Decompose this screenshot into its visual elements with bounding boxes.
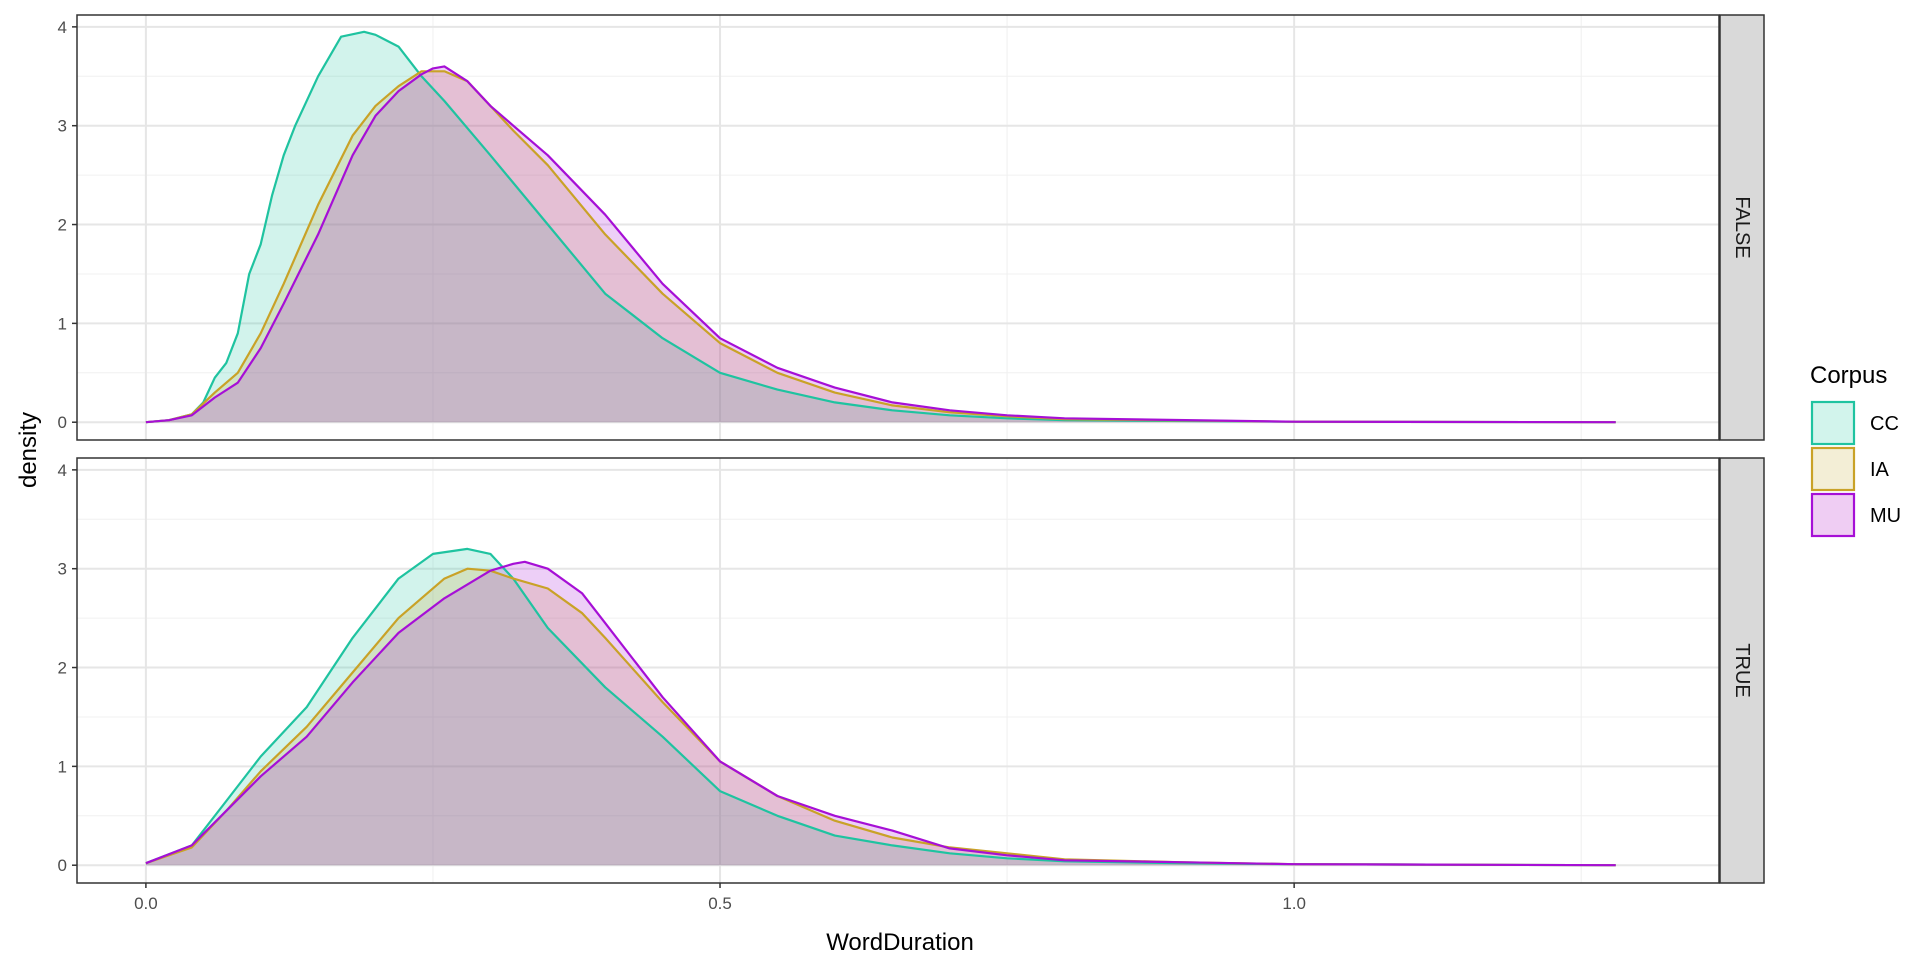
- y-tick-label: 4: [58, 461, 67, 480]
- density-line-mu: [145, 560, 1616, 867]
- legend-item-cc: CC: [1810, 400, 1899, 446]
- y-tick-label: 2: [58, 659, 67, 678]
- x-tick-label: 0.0: [134, 894, 158, 913]
- y-tick-label: 3: [58, 117, 67, 136]
- facet-strip-background: [1719, 457, 1765, 884]
- legend-item-mu: MU: [1810, 492, 1901, 538]
- density-line-cc: [145, 547, 1616, 867]
- legend-key: [1810, 492, 1856, 538]
- legend-key: [1810, 400, 1856, 446]
- y-tick-label: 4: [58, 18, 67, 37]
- density-area-ia: [145, 568, 1616, 866]
- density-area-mu: [145, 66, 1616, 423]
- density-line-cc: [145, 30, 1616, 424]
- legend-label: CC: [1870, 413, 1899, 435]
- y-tick-label: 1: [58, 757, 67, 776]
- y-tick-label: 1: [58, 314, 67, 333]
- legend: Corpus CC IA MU: [1810, 362, 1901, 538]
- x-tick-label: 0.5: [708, 894, 732, 913]
- panel-background: [77, 15, 1719, 440]
- panel-background: [77, 458, 1719, 883]
- density-line-mu: [145, 65, 1616, 424]
- grid: [77, 15, 1719, 440]
- legend-title: Corpus: [1810, 362, 1887, 389]
- panel-false: 0 1 2 3 4 FALSE: [58, 14, 1765, 441]
- legend-label: MU: [1870, 505, 1901, 527]
- density-area-cc: [145, 31, 1616, 423]
- y-axis-title: density: [15, 412, 42, 488]
- facet-strip-label: TRUE: [1731, 643, 1753, 697]
- panels-layer: 0 1 2 3 4 FALSE 0 1 2 3 4 TRUE 0.0 0.5 1.0: [58, 14, 1765, 913]
- x-axis-title: WordDuration: [826, 929, 974, 956]
- panel-true: 0 1 2 3 4 TRUE 0.0 0.5 1.0: [58, 457, 1765, 913]
- facet-strip: TRUE: [1719, 457, 1765, 884]
- legend-key: [1810, 446, 1856, 492]
- density-line-ia: [145, 567, 1616, 867]
- legend-keys: CC IA MU: [1810, 400, 1901, 538]
- y-tick-label: 2: [58, 216, 67, 235]
- density-area-mu: [145, 561, 1616, 866]
- legend-label: IA: [1870, 459, 1890, 481]
- y-tick-label: 0: [58, 856, 67, 875]
- facet-strip-label: FALSE: [1731, 196, 1753, 258]
- facet-strip-background: [1719, 14, 1765, 441]
- panel-border: [76, 457, 1720, 884]
- panel-border: [76, 14, 1720, 441]
- x-tick-label: 1.0: [1282, 894, 1306, 913]
- y-tick-label: 3: [58, 560, 67, 579]
- grid: [77, 458, 1719, 883]
- legend-item-ia: IA: [1810, 446, 1890, 492]
- density-area-ia: [145, 71, 1616, 423]
- density-area-cc: [145, 548, 1616, 866]
- facet-strip: FALSE: [1719, 14, 1765, 441]
- y-tick-label: 0: [58, 413, 67, 432]
